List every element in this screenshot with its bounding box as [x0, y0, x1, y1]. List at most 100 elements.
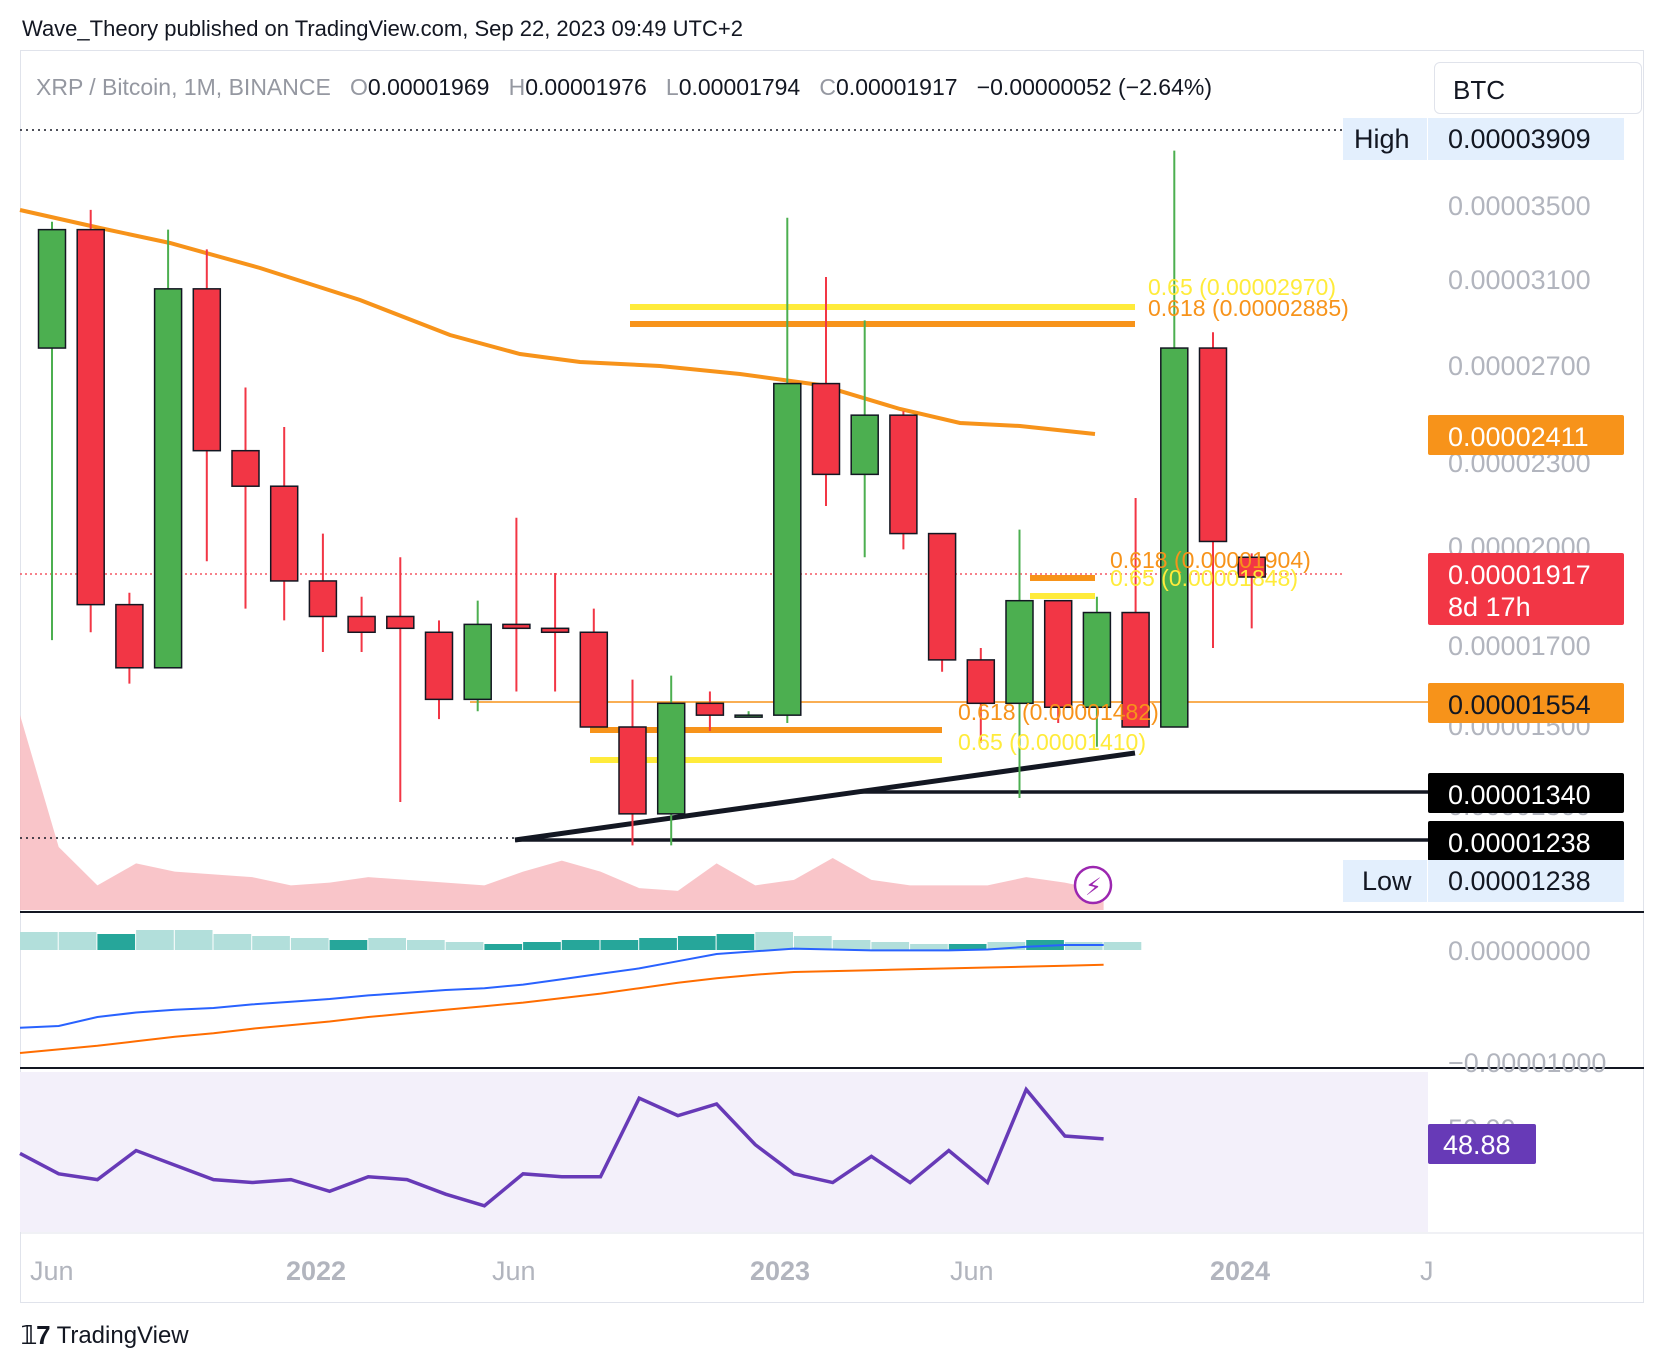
lightning-icon — [1073, 865, 1113, 905]
candle-body — [618, 726, 647, 815]
candle-body — [1043, 599, 1073, 709]
chart-frame — [20, 50, 1644, 1303]
y-tick-label: 0.00003100 — [1448, 265, 1591, 295]
fib-label: 0.618 (0.00001482) — [958, 699, 1159, 725]
candle-body — [695, 702, 725, 716]
macd-axis-label: 0.00000000 — [1448, 936, 1591, 966]
fib-label: 0.65 (0.00001410) — [958, 729, 1146, 755]
candle-body — [269, 485, 299, 582]
low-value: 0.00001794 — [678, 74, 801, 100]
y-tick-label: 0.00001700 — [1448, 631, 1591, 661]
high-label: H — [508, 74, 526, 100]
macd-signal-line — [19, 963, 1104, 1054]
macd-histogram-bar — [252, 936, 290, 950]
candle-body — [1160, 347, 1189, 728]
candle-body — [1237, 556, 1266, 578]
x-tick-label: J — [1420, 1256, 1434, 1286]
macd-histogram-bar — [174, 930, 213, 950]
open-value: 0.00001969 — [367, 74, 490, 100]
moving-average-line — [19, 208, 1096, 436]
macd-histogram-bar — [20, 932, 58, 950]
macd-histogram-bar — [948, 944, 987, 950]
y-tick-label: 0.00003500 — [1448, 191, 1591, 221]
macd-histogram-bar — [368, 938, 406, 950]
rsi-background — [20, 1072, 1428, 1232]
macd-histogram-bar — [523, 942, 561, 950]
candle-body — [811, 382, 841, 476]
candle-body — [773, 382, 802, 716]
fib-label: 0.65 (0.00001848) — [1110, 565, 1298, 591]
candle-body — [463, 623, 492, 701]
low-label-box — [1343, 860, 1427, 902]
candle-body — [656, 702, 686, 815]
macd-histogram-bar — [871, 942, 910, 950]
high-value: 0.00001976 — [525, 74, 647, 100]
candle-body — [966, 659, 996, 705]
x-tick-label: 2023 — [750, 1256, 810, 1286]
macd-line — [19, 944, 1104, 1029]
price-badge — [1428, 821, 1624, 861]
low-label: L — [665, 74, 679, 100]
candle-body — [1005, 599, 1034, 705]
fib-label: 0.65 (0.00002970) — [1148, 274, 1336, 300]
low-value-box — [1428, 860, 1624, 902]
candle-body — [76, 228, 105, 606]
candle-body — [927, 532, 957, 661]
candle-body — [308, 580, 338, 618]
price-badge — [1428, 773, 1624, 813]
candle-body — [850, 414, 879, 476]
candle-body — [386, 615, 415, 630]
x-tick-label: Jun — [950, 1256, 994, 1286]
price-chart: 0.65 (0.00002970)0.618 (0.00002885) 0.618… — [19, 118, 1644, 1286]
candle-body — [115, 603, 144, 669]
candle-body — [153, 288, 183, 669]
macd-histogram-bar — [561, 940, 600, 950]
candle-body — [540, 627, 570, 634]
price-badge-value: 0.00002411 — [1448, 422, 1589, 452]
rsi-value-badge — [1428, 1124, 1536, 1164]
macd-histogram-bar — [600, 940, 639, 950]
macd-histogram-bar — [677, 936, 716, 950]
close-label: C — [819, 74, 837, 100]
price-badge-value: 0.00001238 — [1448, 828, 1591, 858]
macd-histogram-bar — [794, 936, 832, 950]
open-label: O — [350, 74, 368, 100]
candle-body — [231, 449, 260, 487]
x-tick-label: 2022 — [286, 1256, 346, 1286]
brand-name: TradingView — [56, 1321, 189, 1349]
price-badge-countdown: 8d 17h — [1448, 592, 1531, 622]
macd-histogram-bar — [716, 934, 755, 950]
high-value: 0.00003909 — [1448, 124, 1591, 154]
trendline-support — [514, 750, 1136, 843]
rsi-line — [19, 1086, 1104, 1208]
footer-brand: 𝟙7 TradingView — [20, 1320, 189, 1351]
lightning-glyph: ⚡ — [1085, 873, 1102, 901]
candle-body — [424, 631, 454, 701]
candle-body — [1121, 611, 1150, 728]
high-value-box — [1428, 118, 1624, 160]
macd-histogram-bar — [58, 932, 97, 950]
currency-selector[interactable]: BTC — [1434, 62, 1642, 114]
price-badge-value: 0.00001917 — [1448, 560, 1591, 590]
price-badge — [1428, 415, 1624, 455]
x-tick-label: Jun — [30, 1256, 74, 1286]
change-value: −0.00000052 (−2.64%) — [976, 74, 1213, 100]
close-value: 0.00001917 — [836, 74, 958, 100]
symbol-name: XRP / Bitcoin, 1M, BINANCE — [36, 74, 331, 100]
symbol-legend: XRP / Bitcoin, 1M, BINANCE O0.00001969 H… — [36, 74, 1212, 101]
candle-body — [1082, 611, 1112, 709]
macd-histogram-bar — [445, 942, 484, 950]
candle-body — [502, 623, 531, 630]
high-label: High — [1354, 124, 1410, 154]
volume-area — [20, 715, 1104, 910]
candle-body — [192, 288, 222, 452]
candle-body — [37, 228, 67, 349]
fib-label: 0.618 (0.00002885) — [1148, 295, 1349, 321]
macd-histogram-bar — [136, 930, 174, 950]
macd-histogram-bar — [755, 932, 793, 950]
candle-body — [1198, 347, 1228, 543]
macd-histogram-bar — [639, 938, 677, 950]
macd-histogram-bar — [213, 934, 252, 950]
x-tick-label: 2024 — [1210, 1256, 1270, 1286]
macd-histogram-bar — [832, 940, 871, 950]
